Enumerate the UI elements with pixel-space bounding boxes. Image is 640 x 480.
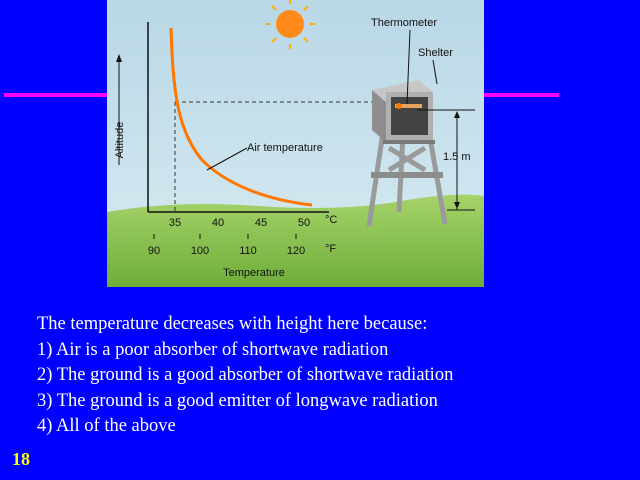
ground xyxy=(107,194,484,287)
answer-option: 3) The ground is a good emitter of longw… xyxy=(37,390,438,411)
celsius-tick: 50 xyxy=(298,217,310,229)
answer-option: 2) The ground is a good absorber of shor… xyxy=(37,365,454,386)
celsius-tick: 35 xyxy=(169,217,181,229)
fahrenheit-tick: 120 xyxy=(287,245,305,257)
thermometer-label: Thermometer xyxy=(371,17,437,29)
shelter-label: Shelter xyxy=(418,47,453,59)
temperature-diagram: Altitude Air temperature 35 40 45 50 °C … xyxy=(107,0,484,287)
question-block: The temperature decreases with height he… xyxy=(37,312,453,440)
sun-icon xyxy=(265,0,315,49)
answer-option: 4) All of the above xyxy=(37,416,176,437)
fahrenheit-tick: 110 xyxy=(239,245,257,257)
decorative-line-right xyxy=(484,93,559,97)
curve-label: Air temperature xyxy=(247,142,323,154)
fahrenheit-tick-marks xyxy=(153,234,297,239)
air-temperature-curve xyxy=(169,27,313,207)
height-label: 1.5 m xyxy=(443,151,471,163)
y-axis-label: Altitude xyxy=(114,122,126,159)
altitude-arrowhead xyxy=(116,54,122,62)
height-arrow-up xyxy=(454,111,460,118)
x-axis-label: Temperature xyxy=(223,267,285,279)
answer-option: 1) Air is a poor absorber of shortwave r… xyxy=(37,339,389,360)
decorative-line-left xyxy=(4,93,108,97)
celsius-tick: 40 xyxy=(212,217,224,229)
question-prompt: The temperature decreases with height he… xyxy=(37,314,428,334)
fahrenheit-tick: 100 xyxy=(191,245,209,257)
shelter-leader xyxy=(432,59,438,85)
celsius-unit: °C xyxy=(325,214,337,226)
thermometer-leader xyxy=(406,29,411,105)
curve-label-leader xyxy=(206,147,248,171)
fahrenheit-unit: °F xyxy=(325,243,336,255)
slide-number: 18 xyxy=(12,449,30,469)
shelter-icon xyxy=(366,80,448,227)
height-arrow-down xyxy=(454,202,460,209)
celsius-tick: 45 xyxy=(255,217,267,229)
fahrenheit-tick: 90 xyxy=(148,245,160,257)
